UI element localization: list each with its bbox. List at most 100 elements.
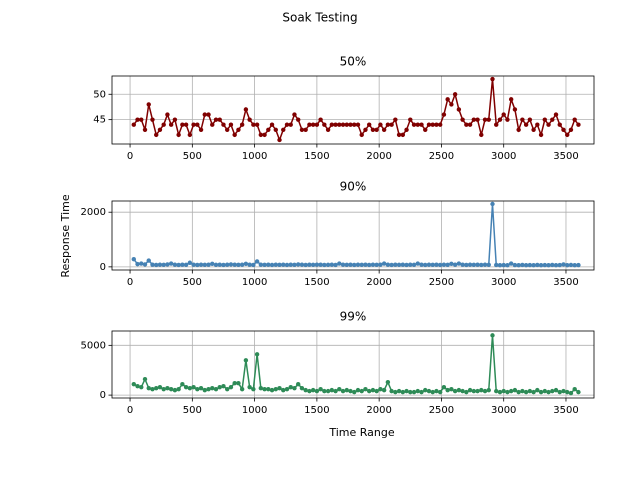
point <box>561 388 566 394</box>
point <box>430 122 435 127</box>
point <box>135 261 140 267</box>
point <box>254 122 260 127</box>
point <box>441 262 447 267</box>
point <box>467 262 473 267</box>
point <box>195 386 200 392</box>
point <box>221 262 226 268</box>
point <box>213 262 219 268</box>
point <box>262 132 267 138</box>
point <box>187 132 193 138</box>
point <box>273 386 278 392</box>
point <box>254 259 260 264</box>
point <box>176 132 181 138</box>
point <box>202 387 207 393</box>
point <box>284 386 290 392</box>
point <box>359 262 364 268</box>
point <box>408 389 413 395</box>
point <box>325 127 331 132</box>
point <box>531 127 536 132</box>
point <box>557 262 562 268</box>
point <box>318 386 323 392</box>
point <box>419 389 424 395</box>
point <box>344 387 349 393</box>
point <box>434 388 439 394</box>
point <box>168 122 174 127</box>
point <box>269 387 275 393</box>
point <box>277 385 282 391</box>
point <box>266 386 271 392</box>
point <box>490 201 495 207</box>
point <box>482 117 488 122</box>
point <box>366 262 372 268</box>
point <box>415 122 420 127</box>
point <box>262 386 267 392</box>
point <box>258 385 264 391</box>
point <box>135 383 140 389</box>
point <box>538 132 544 138</box>
axes-frame <box>111 330 595 399</box>
point <box>527 262 533 268</box>
point <box>198 262 204 267</box>
point <box>538 263 544 268</box>
point <box>247 117 252 122</box>
point <box>161 262 166 268</box>
point <box>251 386 256 392</box>
point <box>247 384 252 390</box>
point <box>225 262 230 267</box>
point <box>344 122 349 127</box>
point <box>292 112 297 117</box>
axes-frame <box>111 200 595 271</box>
point <box>288 122 293 127</box>
point <box>460 388 465 394</box>
point <box>183 122 189 127</box>
point <box>553 387 559 393</box>
point <box>269 262 275 268</box>
x-tick-label: 2000 <box>366 405 391 416</box>
point <box>176 262 181 268</box>
point <box>172 387 178 393</box>
point <box>415 261 420 266</box>
point <box>497 263 503 268</box>
point <box>348 388 353 394</box>
point <box>299 127 305 132</box>
point <box>505 117 510 122</box>
point <box>535 262 540 268</box>
point <box>262 262 267 268</box>
point <box>508 97 514 102</box>
point <box>314 262 320 267</box>
point <box>516 127 521 132</box>
point <box>411 262 417 268</box>
point <box>225 127 230 132</box>
point <box>206 112 211 117</box>
point <box>150 117 155 122</box>
point <box>355 262 361 267</box>
point <box>150 386 155 392</box>
x-tick-label: 500 <box>183 277 202 288</box>
point <box>561 262 566 267</box>
point <box>482 388 488 394</box>
point <box>239 122 245 127</box>
point <box>232 380 237 386</box>
subplot-title: 99% <box>340 310 367 324</box>
point <box>187 260 193 265</box>
point <box>404 262 409 268</box>
x-tick-label: 2500 <box>429 277 454 288</box>
point <box>142 376 148 382</box>
point <box>400 262 406 267</box>
point <box>423 262 428 268</box>
x-tick-label: 2000 <box>366 277 391 288</box>
point <box>258 132 264 138</box>
point <box>494 262 499 268</box>
point <box>565 132 570 138</box>
point <box>486 387 491 393</box>
point <box>576 122 581 127</box>
point <box>366 388 372 394</box>
point <box>400 389 406 395</box>
point <box>404 388 409 394</box>
point <box>217 117 222 122</box>
point <box>452 262 458 267</box>
point <box>508 388 514 394</box>
point <box>307 262 312 267</box>
